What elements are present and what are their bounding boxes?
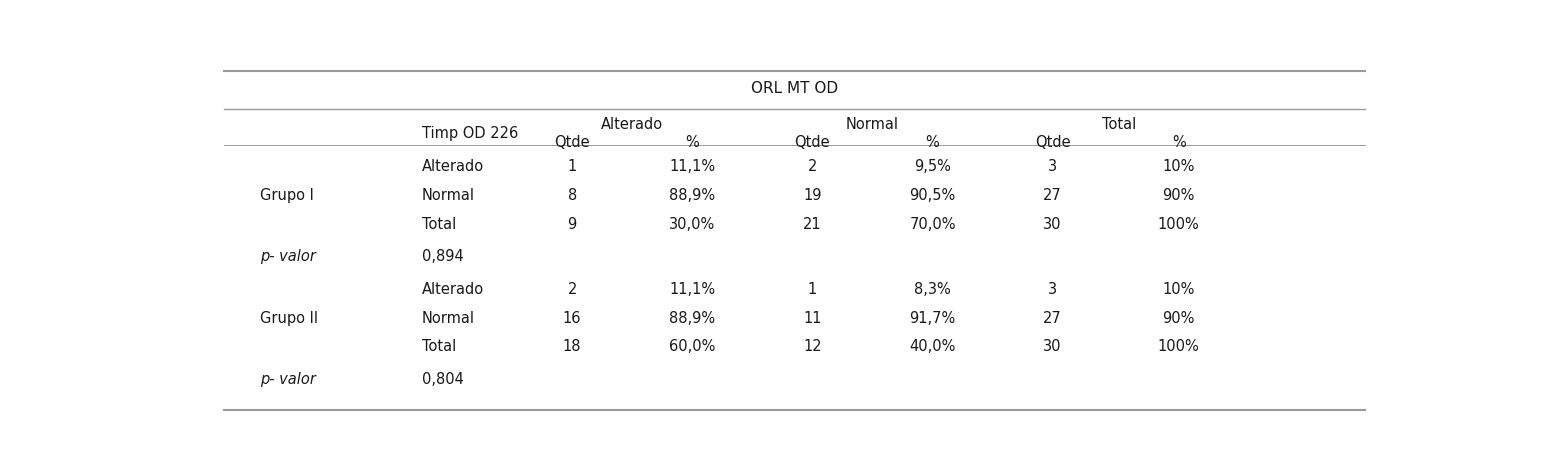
Text: 30: 30 bbox=[1043, 340, 1062, 355]
Text: 0,894: 0,894 bbox=[422, 249, 463, 264]
Text: 10%: 10% bbox=[1162, 282, 1195, 297]
Text: 8: 8 bbox=[567, 188, 577, 203]
Text: 1: 1 bbox=[808, 282, 817, 297]
Text: 27: 27 bbox=[1043, 188, 1062, 203]
Text: Qtde: Qtde bbox=[795, 136, 831, 151]
Text: 19: 19 bbox=[803, 188, 822, 203]
Text: 1: 1 bbox=[567, 159, 577, 174]
Text: 90,5%: 90,5% bbox=[910, 188, 956, 203]
Text: 9,5%: 9,5% bbox=[914, 159, 952, 174]
Text: %: % bbox=[1172, 136, 1186, 151]
Text: Normal: Normal bbox=[422, 310, 474, 325]
Text: Alterado: Alterado bbox=[601, 117, 663, 132]
Text: 27: 27 bbox=[1043, 310, 1062, 325]
Text: 91,7%: 91,7% bbox=[910, 310, 956, 325]
Text: 30,0%: 30,0% bbox=[670, 217, 716, 232]
Text: Alterado: Alterado bbox=[422, 282, 484, 297]
Text: %: % bbox=[685, 136, 699, 151]
Text: Normal: Normal bbox=[422, 188, 474, 203]
Text: 10%: 10% bbox=[1162, 159, 1195, 174]
Text: Grupo II: Grupo II bbox=[260, 310, 318, 325]
Text: Qtde: Qtde bbox=[1035, 136, 1071, 151]
Text: 21: 21 bbox=[803, 217, 822, 232]
Text: Total: Total bbox=[1102, 117, 1136, 132]
Text: 100%: 100% bbox=[1158, 217, 1200, 232]
Text: 8,3%: 8,3% bbox=[914, 282, 950, 297]
Text: Alterado: Alterado bbox=[422, 159, 484, 174]
Text: 11: 11 bbox=[803, 310, 822, 325]
Text: 30: 30 bbox=[1043, 217, 1062, 232]
Text: 16: 16 bbox=[563, 310, 581, 325]
Text: Total: Total bbox=[422, 217, 456, 232]
Text: 9: 9 bbox=[567, 217, 577, 232]
Text: Total: Total bbox=[422, 340, 456, 355]
Text: 3: 3 bbox=[1048, 282, 1057, 297]
Text: 88,9%: 88,9% bbox=[670, 188, 716, 203]
Text: 2: 2 bbox=[567, 282, 577, 297]
Text: 100%: 100% bbox=[1158, 340, 1200, 355]
Text: 18: 18 bbox=[563, 340, 581, 355]
Text: Qtde: Qtde bbox=[555, 136, 591, 151]
Text: 2: 2 bbox=[808, 159, 817, 174]
Text: 70,0%: 70,0% bbox=[910, 217, 956, 232]
Text: 0,804: 0,804 bbox=[422, 372, 463, 387]
Text: 90%: 90% bbox=[1162, 310, 1195, 325]
Text: 11,1%: 11,1% bbox=[670, 282, 716, 297]
Text: 90%: 90% bbox=[1162, 188, 1195, 203]
Text: %: % bbox=[925, 136, 939, 151]
Text: Normal: Normal bbox=[846, 117, 899, 132]
Text: 60,0%: 60,0% bbox=[670, 340, 716, 355]
Text: 88,9%: 88,9% bbox=[670, 310, 716, 325]
Text: Timp OD 226: Timp OD 226 bbox=[422, 127, 518, 142]
Text: p- valor: p- valor bbox=[260, 249, 316, 264]
Text: 11,1%: 11,1% bbox=[670, 159, 716, 174]
Text: 3: 3 bbox=[1048, 159, 1057, 174]
Text: Grupo I: Grupo I bbox=[260, 188, 313, 203]
Text: ORL MT OD: ORL MT OD bbox=[750, 81, 839, 96]
Text: 40,0%: 40,0% bbox=[910, 340, 956, 355]
Text: p- valor: p- valor bbox=[260, 372, 316, 387]
Text: 12: 12 bbox=[803, 340, 822, 355]
